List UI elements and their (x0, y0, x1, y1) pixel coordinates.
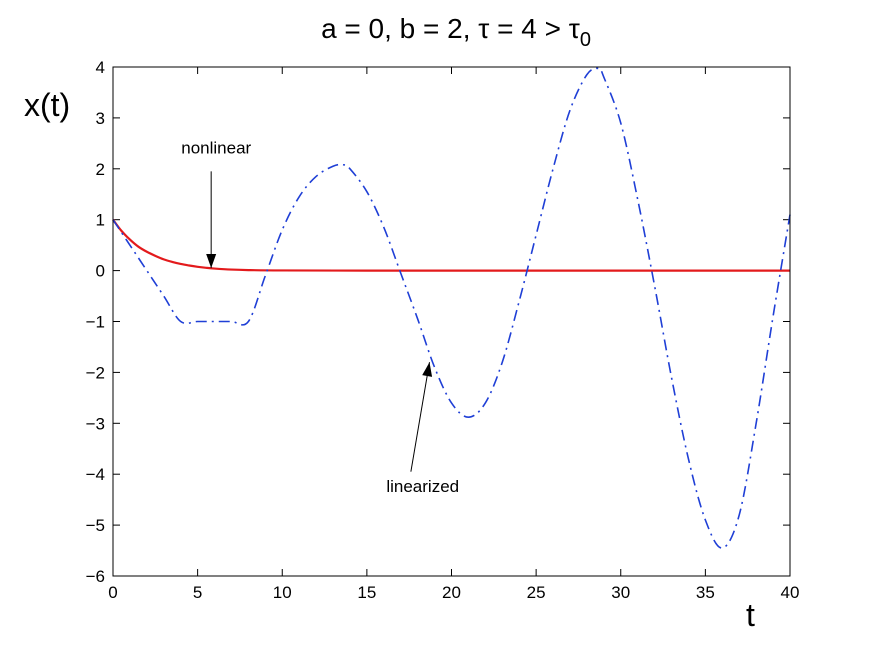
tick-layer: 0 5 10 15 20 25 30 35 40 −6 −5 −4 −3 −2 −1 0 1 2 3 4 (86, 58, 800, 602)
y-tick-label: 1 (96, 211, 105, 230)
x-tick-label: 35 (696, 583, 715, 602)
y-tick-label: −1 (86, 313, 105, 332)
y-tick-label: −3 (86, 414, 105, 433)
annotation-arrow-linearized (410, 362, 430, 472)
series-line-nonlinear (112, 219, 790, 272)
y-tick-label: 3 (96, 109, 105, 128)
x-tick-label: 5 (193, 583, 202, 602)
chart-title: a = 0, b = 2, τ = 4 > τ0 (321, 13, 591, 51)
y-tick-label: −5 (86, 516, 105, 535)
y-tick-label: −4 (86, 465, 105, 484)
y-tick-label: 4 (96, 58, 105, 77)
x-tick-label: 15 (357, 583, 376, 602)
x-tick-label: 30 (611, 583, 630, 602)
x-tick-label: 40 (781, 583, 800, 602)
plot-frame (112, 66, 791, 577)
annotation-arrowhead-linearized (422, 362, 433, 377)
y-axis-label: x(t) (24, 87, 70, 123)
y-tick-label: −2 (86, 363, 105, 382)
y-tick-label: 0 (96, 262, 105, 281)
x-tick-label: 0 (108, 583, 117, 602)
series-line-linearized (112, 67, 791, 549)
x-tick-label: 20 (442, 583, 461, 602)
x-tick-label: 25 (527, 583, 546, 602)
annotation-label-nonlinear: nonlinear (181, 139, 251, 158)
annotation-layer: nonlinear linearized (181, 139, 459, 496)
chart-title-subscript: 0 (580, 29, 591, 51)
annotation-arrowhead-nonlinear (206, 254, 217, 269)
series-layer (112, 67, 791, 549)
annotation-label-linearized: linearized (386, 477, 459, 496)
x-axis-label: t (746, 597, 755, 633)
y-tick-label: 2 (96, 160, 105, 179)
x-tick-label: 10 (273, 583, 292, 602)
chart-title-main: a = 0, b = 2, τ = 4 > τ (321, 13, 580, 44)
y-tick-label: −6 (86, 567, 105, 586)
